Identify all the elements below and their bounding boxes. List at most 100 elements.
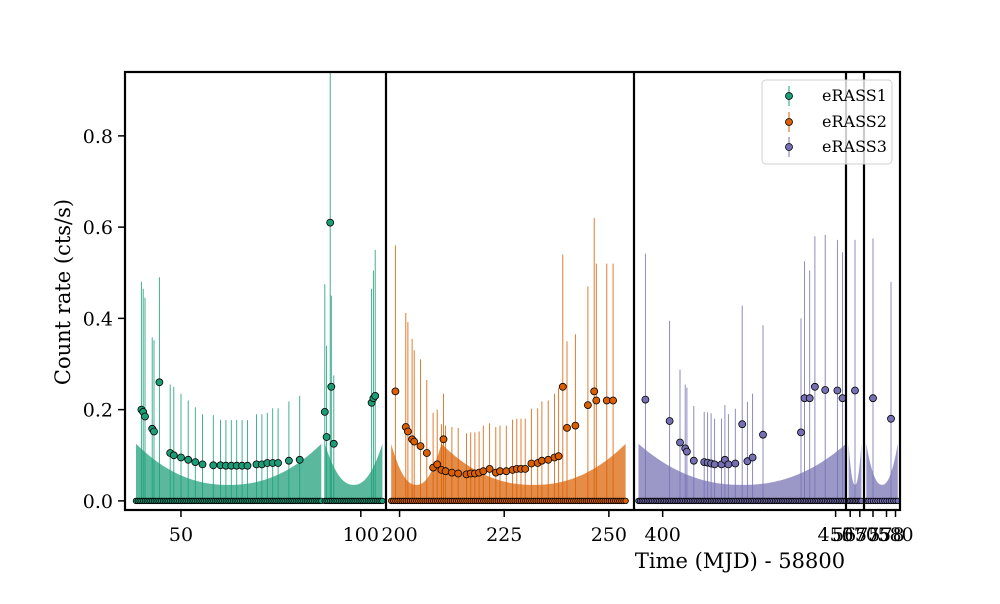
data-point <box>403 427 412 436</box>
data-point <box>571 421 580 430</box>
data-point <box>284 456 293 465</box>
data-point <box>198 460 207 469</box>
data-point <box>169 451 178 460</box>
y-tick-label: 0.6 <box>83 217 113 239</box>
y-tick-label: 0.4 <box>83 308 113 330</box>
x-tick-label: 575 <box>855 524 891 546</box>
data-point <box>322 433 331 441</box>
x-tick-label: 250 <box>591 524 627 546</box>
data-point <box>665 417 674 425</box>
data-point <box>295 455 304 464</box>
zero-point <box>622 497 629 505</box>
data-point <box>191 458 200 467</box>
x-tick-label: 450 <box>817 524 853 546</box>
data-point <box>748 453 757 462</box>
data-point <box>851 386 859 395</box>
legend-label-eRASS3: eRASS3 <box>822 137 887 156</box>
data-point <box>689 456 698 465</box>
legend-box <box>761 79 893 165</box>
plot-border <box>123 70 902 512</box>
error-band-0-1 <box>324 443 383 501</box>
data-point <box>731 459 740 468</box>
data-point <box>502 467 511 476</box>
legend-label-eRASS2: eRASS2 <box>822 112 887 131</box>
data-point <box>320 407 329 416</box>
data-point <box>441 467 450 476</box>
error-band-1-3 <box>441 443 626 501</box>
data-point <box>683 447 691 456</box>
data-point <box>797 428 805 437</box>
x-tick-label: 200 <box>381 524 417 546</box>
x-tick-label: 100 <box>343 524 379 546</box>
data-point <box>759 430 767 439</box>
data-point <box>391 387 400 396</box>
x-tick-label: 567 <box>832 524 868 546</box>
error-band-layer <box>136 443 898 501</box>
legend-entry-eRASS3: eRASS3 <box>785 137 887 157</box>
y-axis-label: Count rate (cts/s) <box>51 199 75 385</box>
data-point <box>724 460 733 469</box>
data-point <box>422 449 431 457</box>
data-point <box>327 382 336 391</box>
data-point <box>805 394 814 403</box>
data-point <box>584 401 592 410</box>
data-point <box>447 468 456 477</box>
data-point <box>869 394 877 403</box>
data-point <box>821 386 830 394</box>
error-band-2-6 <box>866 443 898 501</box>
data-point <box>410 437 419 446</box>
data-point <box>155 378 164 387</box>
legend-entry-eRASS2: eRASS2 <box>785 112 887 132</box>
data-point <box>326 218 335 227</box>
data-point <box>743 457 752 466</box>
error-band-0-0 <box>136 443 322 501</box>
data-point <box>609 396 617 405</box>
error-band-2-5 <box>848 443 862 501</box>
data-point <box>177 453 185 462</box>
y-tick-label: 0.8 <box>83 126 113 148</box>
data-point <box>439 435 448 444</box>
x-tick-label: 580 <box>877 524 913 546</box>
error-bars-layer <box>140 72 892 501</box>
data-point <box>811 382 819 391</box>
data-point <box>833 386 842 395</box>
data-point <box>371 391 380 400</box>
data-point <box>538 456 546 465</box>
data-point <box>592 396 601 405</box>
error-band-1-2 <box>391 443 442 501</box>
zero-point <box>379 497 386 505</box>
data-point <box>274 459 283 467</box>
x-tick-label: 570 <box>842 524 878 546</box>
data-point <box>141 412 149 421</box>
data-point <box>485 464 494 473</box>
data-point <box>521 464 530 473</box>
x-tick-label: 50 <box>169 524 193 546</box>
data-point <box>676 438 684 447</box>
x-tick-label: 225 <box>486 524 522 546</box>
y-tick-label: 0.2 <box>83 400 113 422</box>
data-point <box>433 460 442 469</box>
data-point <box>243 461 252 470</box>
legend-marker-eRASS3 <box>785 143 793 151</box>
data-point <box>209 461 218 470</box>
x-tick-label: 400 <box>645 524 681 546</box>
data-point <box>329 439 338 448</box>
legend: eRASS1 eRASS2 eRASS3 <box>761 79 893 165</box>
x-tick-label: 578 <box>868 524 904 546</box>
data-point <box>710 460 719 469</box>
data-point <box>563 423 571 432</box>
tick-layer: 0.0 0.2 0.4 0.6 0.8 50 100 200 225 250 400 45056757… <box>83 126 914 546</box>
data-point <box>416 442 425 451</box>
y-tick-label: 0.0 <box>83 491 113 513</box>
data-point <box>558 382 567 391</box>
data-point <box>554 452 563 461</box>
data-point <box>150 427 158 436</box>
legend-entry-eRASS1: eRASS1 <box>785 86 887 106</box>
data-point <box>641 395 650 404</box>
data-point <box>590 387 599 396</box>
data-point <box>184 455 193 464</box>
legend-marker-eRASS2 <box>785 118 793 126</box>
data-point <box>454 469 463 478</box>
